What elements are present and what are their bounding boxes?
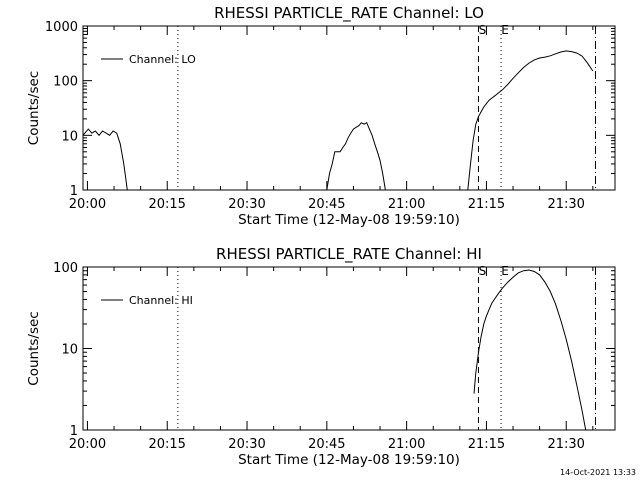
series-line: [326, 121, 386, 191]
chart-title: RHESSI PARTICLE_RATE Channel: LO: [214, 4, 484, 23]
legend-label: Channel: LO: [129, 53, 196, 66]
x-tick-label: 20:45: [308, 197, 345, 212]
chart-title: RHESSI PARTICLE_RATE Channel: HI: [216, 245, 482, 264]
event-marker-label: S: [479, 264, 487, 278]
series-line: [473, 269, 587, 431]
y-axis-label: Counts/sec: [26, 71, 42, 145]
event-marker-label: S: [479, 23, 487, 37]
y-tick-label: 1: [70, 184, 78, 199]
plot-frame: [82, 25, 616, 191]
event-marker-label: E: [501, 264, 509, 278]
y-axis-label: Counts/sec: [26, 311, 42, 385]
x-tick-label: 21:00: [388, 197, 425, 212]
y-tick-label: 10: [61, 129, 78, 144]
panel-hi: RHESSI PARTICLE_RATE Channel: HI Start Ti…: [26, 245, 616, 468]
x-tick-label: 20:45: [308, 437, 345, 452]
x-tick-label: 21:15: [468, 437, 505, 452]
x-tick-label: 21:30: [547, 197, 584, 212]
x-tick-label: 21:30: [547, 437, 584, 452]
timestamp-footer: 14-Oct-2021 13:33: [560, 468, 636, 477]
x-axis-label: Start Time (12-May-08 19:59:10): [238, 212, 460, 228]
x-tick-label: 20:00: [69, 437, 106, 452]
series-line: [82, 128, 128, 191]
x-tick-label: 20:15: [148, 437, 185, 452]
y-tick-label: 10: [61, 343, 78, 358]
x-tick-label: 21:15: [468, 197, 505, 212]
event-marker-label: E: [501, 23, 509, 37]
plot-frame: [82, 266, 616, 431]
x-tick-label: 20:30: [228, 197, 265, 212]
series-line: [467, 50, 594, 191]
y-tick-label: 1: [70, 424, 78, 439]
x-tick-label: 20:15: [148, 197, 185, 212]
x-tick-label: 20:30: [228, 437, 265, 452]
x-tick-label: 21:00: [388, 437, 425, 452]
panel-lo: RHESSI PARTICLE_RATE Channel: LO Start Ti…: [26, 4, 616, 228]
y-tick-label: 1000: [45, 20, 78, 35]
legend-label: Channel: HI: [129, 294, 193, 307]
y-tick-label: 100: [53, 75, 78, 90]
y-tick-label: 100: [53, 261, 78, 276]
x-axis-label: Start Time (12-May-08 19:59:10): [238, 452, 460, 468]
x-tick-label: 20:00: [69, 197, 106, 212]
